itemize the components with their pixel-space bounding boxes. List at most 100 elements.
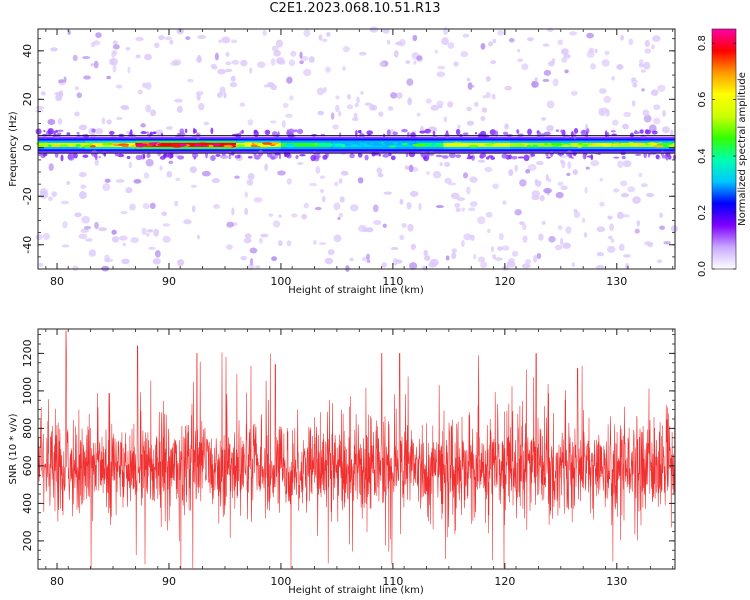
noise-speck bbox=[662, 126, 670, 134]
band-core-speck bbox=[121, 144, 129, 148]
colorbar-tick-label: 0.4 bbox=[697, 148, 708, 164]
noise-speck bbox=[74, 86, 80, 91]
noise-speck bbox=[573, 208, 578, 213]
noise-speck bbox=[619, 180, 628, 187]
band-core-speck bbox=[382, 144, 387, 148]
band-core-speck bbox=[42, 142, 50, 146]
noise-speck bbox=[342, 45, 350, 53]
noise-speck bbox=[214, 52, 219, 61]
noise-speck bbox=[40, 91, 46, 96]
noise-speck bbox=[120, 211, 128, 215]
band-halo-speck bbox=[550, 150, 553, 158]
noise-speck bbox=[444, 177, 452, 184]
band-halo-speck bbox=[339, 132, 342, 137]
noise-speck bbox=[246, 179, 254, 186]
noise-speck bbox=[514, 164, 519, 172]
noise-speck bbox=[198, 102, 205, 111]
noise-speck bbox=[610, 238, 615, 243]
noise-speck bbox=[38, 262, 44, 268]
spectrogram-y-tick-label: 40 bbox=[21, 44, 34, 58]
noise-speck bbox=[148, 246, 156, 251]
noise-speck bbox=[217, 68, 226, 75]
noise-speck bbox=[560, 48, 569, 55]
band-core-speck bbox=[208, 144, 214, 148]
noise-speck bbox=[473, 101, 479, 107]
noise-speck bbox=[127, 66, 131, 74]
noise-speck bbox=[337, 216, 341, 221]
band-halo-speck bbox=[455, 128, 461, 136]
noise-speck bbox=[231, 207, 235, 216]
band-core-speck bbox=[212, 143, 221, 146]
band-core-speck bbox=[101, 142, 113, 146]
snr-y-tick-label: 600 bbox=[21, 455, 34, 476]
noise-speck bbox=[286, 76, 293, 84]
band-core-speck bbox=[402, 142, 408, 146]
noise-speck bbox=[141, 227, 147, 235]
noise-speck bbox=[299, 51, 303, 59]
noise-speck bbox=[531, 190, 540, 198]
noise-speck bbox=[362, 227, 370, 233]
spectrogram-x-label: Height of straight line (km) bbox=[288, 285, 424, 296]
band-halo-speck bbox=[419, 130, 426, 134]
noise-speck bbox=[63, 76, 67, 83]
spectrogram-x-tick-label: 110 bbox=[382, 275, 403, 288]
noise-speck bbox=[379, 61, 386, 68]
band-halo-speck bbox=[180, 132, 186, 137]
band-halo-speck bbox=[407, 131, 410, 137]
band-core-speck bbox=[236, 144, 246, 147]
noise-speck bbox=[670, 129, 674, 137]
noise-speck bbox=[334, 181, 339, 187]
noise-speck bbox=[557, 39, 563, 46]
band-halo-speck bbox=[253, 130, 259, 137]
noise-speck bbox=[183, 219, 192, 225]
band-halo-speck bbox=[131, 134, 136, 139]
noise-speck bbox=[599, 88, 607, 94]
noise-speck bbox=[485, 76, 491, 82]
noise-speck bbox=[634, 228, 640, 234]
spectrogram-frame bbox=[37, 28, 676, 270]
noise-speck bbox=[94, 221, 99, 230]
noise-speck bbox=[638, 172, 643, 178]
noise-speck bbox=[611, 76, 615, 81]
band-core-speck bbox=[665, 142, 674, 145]
noise-speck bbox=[653, 104, 661, 110]
noise-speck bbox=[272, 220, 281, 228]
noise-speck bbox=[225, 61, 232, 66]
noise-speck bbox=[527, 163, 537, 171]
band-halo-speck bbox=[239, 131, 242, 136]
noise-speck bbox=[432, 170, 442, 179]
noise-speck bbox=[409, 190, 419, 197]
band-halo-speck bbox=[274, 152, 281, 156]
noise-speck bbox=[300, 55, 309, 62]
noise-speck bbox=[225, 51, 230, 57]
band-halo-speck bbox=[485, 156, 490, 160]
noise-speck bbox=[405, 60, 411, 64]
noise-speck bbox=[546, 124, 554, 132]
noise-speck bbox=[416, 55, 423, 61]
noise-speck bbox=[531, 80, 539, 88]
noise-speck bbox=[356, 96, 360, 104]
band-halo-speck bbox=[68, 155, 75, 161]
band-halo-speck bbox=[640, 134, 646, 138]
band-halo-speck bbox=[241, 129, 244, 134]
noise-speck bbox=[76, 92, 83, 99]
noise-speck bbox=[554, 244, 563, 251]
band-halo-speck bbox=[299, 154, 306, 157]
band-halo-speck bbox=[253, 154, 261, 160]
band-peak-segment bbox=[443, 142, 511, 147]
noise-speck bbox=[349, 257, 354, 262]
band-halo-speck bbox=[560, 129, 563, 133]
band-halo-speck bbox=[295, 155, 299, 159]
noise-speck bbox=[521, 63, 529, 71]
noise-speck bbox=[176, 259, 185, 267]
noise-speck bbox=[121, 105, 130, 111]
spectrogram-y-tick-label: 20 bbox=[21, 92, 34, 106]
band-peak-segment bbox=[415, 142, 444, 147]
noise-speck bbox=[112, 64, 117, 73]
colorbar-tick-label: 0.0 bbox=[697, 261, 708, 277]
noise-speck bbox=[461, 207, 466, 212]
noise-speck bbox=[412, 34, 418, 42]
noise-speck bbox=[316, 87, 325, 96]
noise-speck bbox=[81, 215, 91, 224]
noise-speck bbox=[566, 172, 571, 176]
